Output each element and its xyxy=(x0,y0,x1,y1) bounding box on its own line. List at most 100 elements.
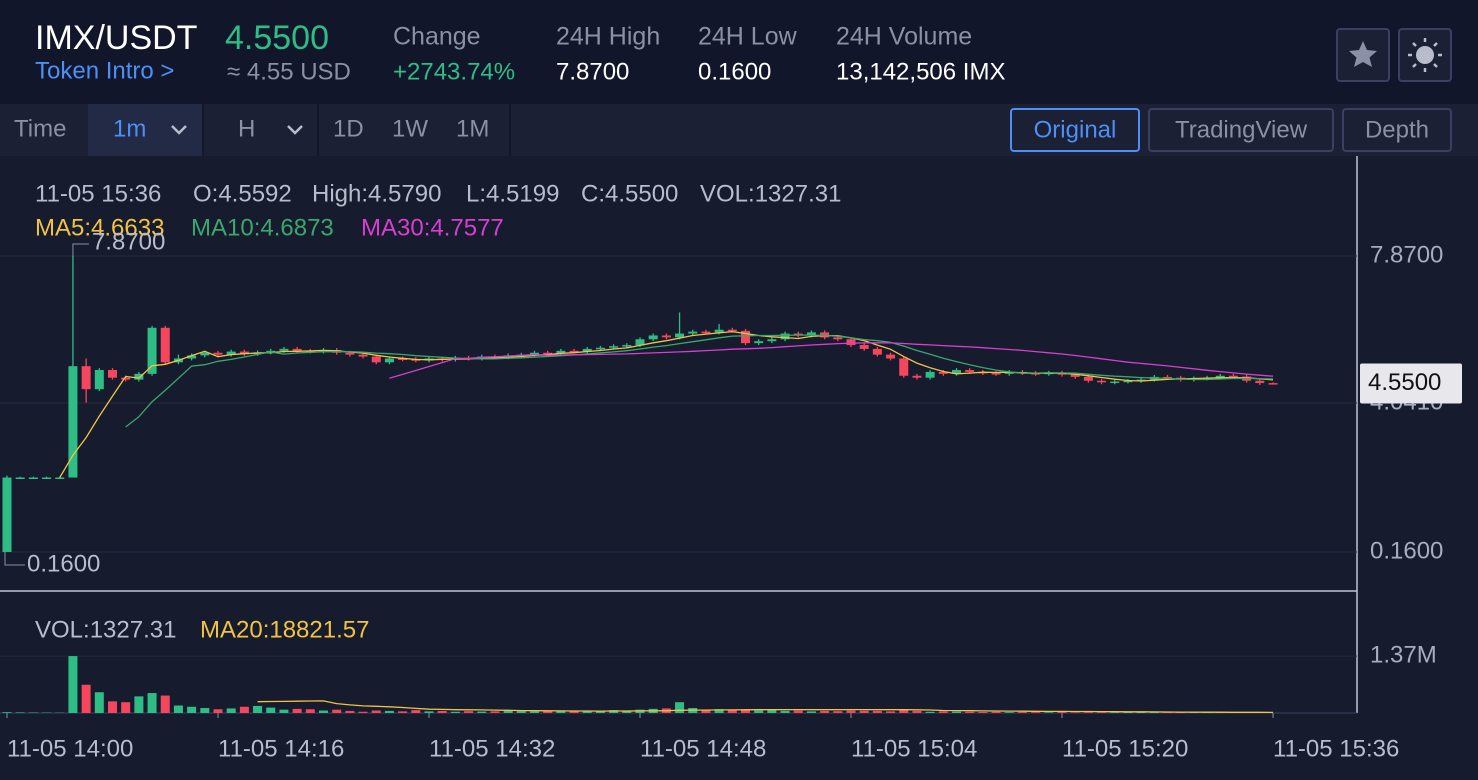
stat-label: Change xyxy=(393,23,481,51)
volume-bar xyxy=(516,711,526,713)
interval-option[interactable]: 1W xyxy=(392,115,428,142)
volume-bar xyxy=(701,709,711,713)
volume-bar xyxy=(622,710,632,713)
candle-body xyxy=(398,358,408,360)
volume-bar xyxy=(437,710,447,713)
volume-ma-line xyxy=(257,700,1274,714)
candle-body xyxy=(701,331,711,334)
volume-bar xyxy=(81,684,91,713)
volume-bar xyxy=(899,710,909,713)
volume-bar xyxy=(1057,711,1067,713)
volume-bar xyxy=(108,701,117,713)
volume-bar xyxy=(714,709,724,713)
volume-bar xyxy=(371,710,381,713)
candle-body xyxy=(806,332,816,336)
volume-legend: VOL:1327.31 xyxy=(35,616,176,643)
interval-option[interactable]: 1D xyxy=(333,115,364,142)
candle-body xyxy=(134,373,144,380)
candle-body xyxy=(1268,383,1278,385)
candle-body xyxy=(239,351,249,354)
candle-body xyxy=(81,366,91,390)
candle-body xyxy=(1123,380,1133,383)
candle-body xyxy=(305,350,315,353)
volume-bar xyxy=(1044,712,1054,713)
candle-body xyxy=(68,366,78,478)
volume-bar xyxy=(780,710,790,713)
theme-button[interactable] xyxy=(1398,28,1452,82)
view-option[interactable]: Original xyxy=(1034,116,1117,143)
candle-body xyxy=(121,377,131,380)
candle-body xyxy=(952,370,961,374)
candle-body xyxy=(569,350,579,353)
volume-bar xyxy=(490,711,500,713)
ma-legend: MA5:4.6633 xyxy=(35,214,164,241)
candle-body xyxy=(714,329,724,333)
interval-option[interactable]: H xyxy=(238,115,255,142)
y-tick-label: 0.1600 xyxy=(1370,537,1443,564)
volume-bar xyxy=(279,709,289,713)
volume-ma-legend: MA20:18821.57 xyxy=(200,616,369,643)
stat-label: 24H Low xyxy=(698,23,798,51)
candle-body xyxy=(780,333,790,340)
volume-bar xyxy=(345,710,355,713)
view-option[interactable]: Depth xyxy=(1365,116,1429,143)
interval-option[interactable]: 1M xyxy=(456,115,489,142)
volume-bar xyxy=(833,711,843,713)
candle-body xyxy=(688,331,698,334)
volume-bar xyxy=(965,711,975,713)
stat-value: 0.1600 xyxy=(698,58,771,85)
candle-body xyxy=(582,348,592,352)
volume-bar xyxy=(424,711,434,713)
candle-body xyxy=(886,354,896,359)
x-tick-label: 11-05 14:48 xyxy=(640,735,766,762)
volume-bar xyxy=(806,711,816,713)
candle-body xyxy=(1163,376,1172,379)
candle-body xyxy=(912,375,922,378)
volume-bar xyxy=(675,702,685,713)
volume-bar xyxy=(134,696,144,713)
info-low: L:4.5199 xyxy=(466,180,559,207)
candle-body xyxy=(925,371,935,378)
volume-bar xyxy=(1110,712,1120,713)
volume-bar xyxy=(2,712,12,713)
candle-body xyxy=(543,352,553,355)
candle-body xyxy=(595,347,605,350)
volume-bar xyxy=(1004,712,1014,713)
volume-bar xyxy=(398,711,408,713)
volume-bar xyxy=(1017,711,1027,713)
volume-bar xyxy=(358,711,368,713)
candle-body xyxy=(1004,371,1014,374)
view-button-frame xyxy=(1342,108,1452,152)
x-tick-label: 11-05 15:36 xyxy=(1273,735,1399,762)
candle-body xyxy=(661,335,671,338)
candle-body xyxy=(1110,381,1120,384)
interval-option[interactable]: 1m xyxy=(113,115,146,142)
candle-body xyxy=(2,477,12,552)
volume-bar xyxy=(741,709,750,713)
candle-body xyxy=(622,345,632,347)
volume-bar xyxy=(767,710,777,713)
volume-bar xyxy=(464,711,474,713)
token-intro-link[interactable]: Token Intro > xyxy=(35,57,174,84)
candle-body xyxy=(833,337,843,340)
volume-bar xyxy=(305,709,315,713)
stat-value: 13,142,506 IMX xyxy=(836,58,1005,85)
candle-body xyxy=(371,356,381,363)
volume-bar xyxy=(319,710,328,713)
candle-body xyxy=(213,352,223,355)
favorite-button[interactable] xyxy=(1336,28,1390,82)
volume-bar xyxy=(450,711,460,713)
volume-bar xyxy=(1123,712,1133,713)
volume-bar xyxy=(15,712,25,713)
candle-body xyxy=(345,352,355,355)
time-label: Time xyxy=(14,115,66,142)
x-tick-label: 11-05 15:04 xyxy=(851,735,977,762)
last-price: 4.5500 xyxy=(225,19,329,57)
volume-bar xyxy=(978,711,988,713)
candle-body xyxy=(292,348,302,351)
stat-label: 24H Volume xyxy=(836,23,972,51)
view-option[interactable]: TradingView xyxy=(1175,116,1308,143)
candle-body xyxy=(160,327,170,363)
